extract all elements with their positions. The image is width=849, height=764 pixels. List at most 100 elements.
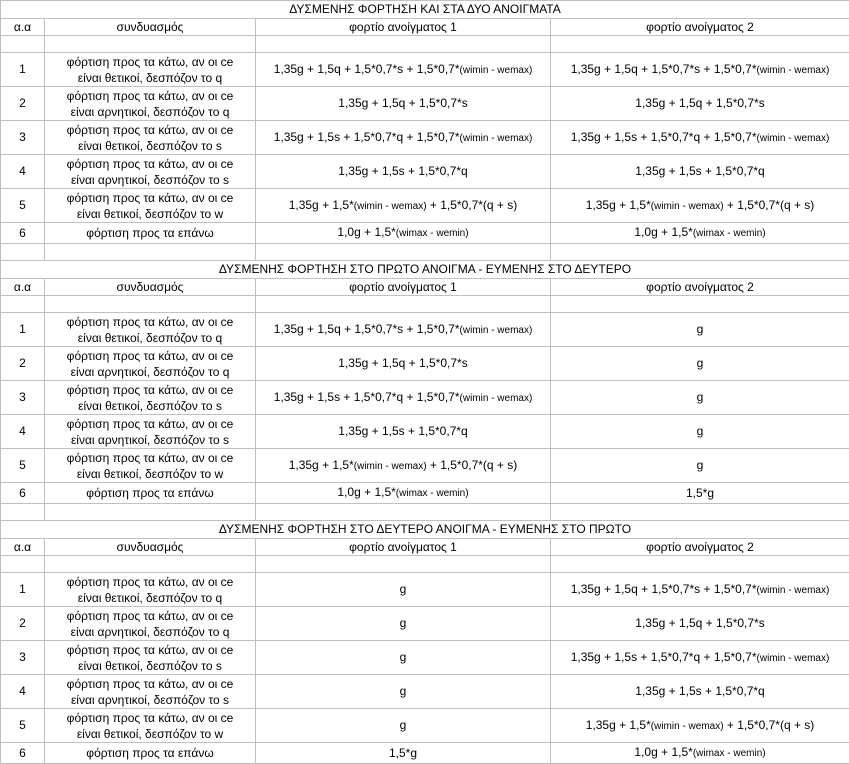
empty-cell[interactable] xyxy=(1,244,45,261)
combination-cell[interactable]: φόρτιση προς τα κάτω, αν οι ce είναι θετ… xyxy=(45,573,256,607)
section-title-cell[interactable]: ΔΥΣΜΕΝΗΣ ΦΟΡΤΗΣΗ ΣΤΟ ΠΡΩΤΟ ΑΝΟΙΓΜΑ - ΕΥΜ… xyxy=(1,261,849,279)
load-span-2-cell[interactable]: g xyxy=(551,313,849,347)
index-cell[interactable]: 3 xyxy=(1,121,45,155)
combination-cell[interactable]: φόρτιση προς τα κάτω, αν οι ce είναι αρν… xyxy=(45,415,256,449)
load-span-1-cell[interactable]: g xyxy=(256,641,551,675)
index-cell[interactable]: 3 xyxy=(1,641,45,675)
section-title-cell[interactable]: ΔΥΣΜΕΝΗΣ ΦΟΡΤΗΣΗ ΚΑΙ ΣΤΑ ΔΥΟ ΑΝΟΙΓΜΑΤΑ xyxy=(1,1,849,19)
index-cell[interactable]: 1 xyxy=(1,313,45,347)
load-span-2-cell[interactable]: 1,0g + 1,5*(wimax - wemin) xyxy=(551,743,849,764)
empty-cell[interactable] xyxy=(45,244,256,261)
index-cell[interactable]: 6 xyxy=(1,483,45,504)
load-span-1-cell[interactable]: 1,35g + 1,5s + 1,5*0,7*q + 1,5*0,7*(wimi… xyxy=(256,121,551,155)
load-span-2-cell[interactable]: 1,5*g xyxy=(551,483,849,504)
load-span-2-cell[interactable]: 1,0g + 1,5*(wimax - wemin) xyxy=(551,223,849,244)
header-cell[interactable]: φορτίο ανοίγματος 1 xyxy=(256,279,551,296)
empty-cell[interactable] xyxy=(551,504,849,521)
index-cell[interactable]: 2 xyxy=(1,607,45,641)
index-cell[interactable]: 5 xyxy=(1,709,45,743)
load-span-1-cell[interactable]: g xyxy=(256,675,551,709)
load-span-2-cell[interactable]: 1,35g + 1,5s + 1,5*0,7*q + 1,5*0,7*(wimi… xyxy=(551,121,849,155)
header-cell[interactable]: α.α xyxy=(1,19,45,36)
load-span-2-cell[interactable]: 1,35g + 1,5s + 1,5*0,7*q xyxy=(551,155,849,189)
header-cell[interactable]: α.α xyxy=(1,279,45,296)
combination-cell[interactable]: φόρτιση προς τα κάτω, αν οι ce είναι θετ… xyxy=(45,313,256,347)
section-title-cell[interactable]: ΔΥΣΜΕΝΗΣ ΦΟΡΤΗΣΗ ΣΤΟ ΔΕΥΤΕΡΟ ΑΝΟΙΓΜΑ - Ε… xyxy=(1,521,849,539)
index-cell[interactable]: 2 xyxy=(1,347,45,381)
load-span-2-cell[interactable]: 1,35g + 1,5*(wimin - wemax) + 1,5*0,7*(q… xyxy=(551,189,849,223)
header-cell[interactable]: φορτίο ανοίγματος 1 xyxy=(256,539,551,556)
empty-cell[interactable] xyxy=(45,296,256,313)
combination-cell[interactable]: φόρτιση προς τα κάτω, αν οι ce είναι αρν… xyxy=(45,155,256,189)
index-cell[interactable]: 1 xyxy=(1,573,45,607)
load-span-1-cell[interactable]: 1,0g + 1,5*(wimax - wemin) xyxy=(256,223,551,244)
load-span-2-cell[interactable]: 1,35g + 1,5q + 1,5*0,7*s + 1,5*0,7*(wimi… xyxy=(551,573,849,607)
empty-cell[interactable] xyxy=(1,556,45,573)
load-span-1-cell[interactable]: 1,35g + 1,5q + 1,5*0,7*s xyxy=(256,347,551,381)
combination-cell[interactable]: φόρτιση προς τα επάνω xyxy=(45,223,256,244)
load-span-2-cell[interactable]: 1,35g + 1,5s + 1,5*0,7*q xyxy=(551,675,849,709)
load-span-2-cell[interactable]: g xyxy=(551,347,849,381)
index-cell[interactable]: 6 xyxy=(1,223,45,244)
combination-cell[interactable]: φόρτιση προς τα κάτω, αν οι ce είναι αρν… xyxy=(45,347,256,381)
load-span-2-cell[interactable]: 1,35g + 1,5*(wimin - wemax) + 1,5*0,7*(q… xyxy=(551,709,849,743)
empty-cell[interactable] xyxy=(45,36,256,53)
empty-cell[interactable] xyxy=(256,296,551,313)
combination-cell[interactable]: φόρτιση προς τα επάνω xyxy=(45,483,256,504)
load-span-2-cell[interactable]: g xyxy=(551,449,849,483)
header-cell[interactable]: συνδυασμός xyxy=(45,279,256,296)
load-span-1-cell[interactable]: g xyxy=(256,607,551,641)
header-cell[interactable]: φορτίο ανοίγματος 2 xyxy=(551,279,849,296)
combination-cell[interactable]: φόρτιση προς τα κάτω, αν οι ce είναι αρν… xyxy=(45,607,256,641)
combination-cell[interactable]: φόρτιση προς τα κάτω, αν οι ce είναι θετ… xyxy=(45,121,256,155)
index-cell[interactable]: 5 xyxy=(1,449,45,483)
load-span-2-cell[interactable]: g xyxy=(551,415,849,449)
header-cell[interactable]: συνδυασμός xyxy=(45,19,256,36)
load-span-1-cell[interactable]: 1,35g + 1,5*(wimin - wemax) + 1,5*0,7*(q… xyxy=(256,449,551,483)
load-span-1-cell[interactable]: 1,35g + 1,5*(wimin - wemax) + 1,5*0,7*(q… xyxy=(256,189,551,223)
index-cell[interactable]: 5 xyxy=(1,189,45,223)
header-cell[interactable]: α.α xyxy=(1,539,45,556)
combination-cell[interactable]: φόρτιση προς τα κάτω, αν οι ce είναι θετ… xyxy=(45,709,256,743)
index-cell[interactable]: 6 xyxy=(1,743,45,764)
index-cell[interactable]: 4 xyxy=(1,415,45,449)
header-cell[interactable]: φορτίο ανοίγματος 1 xyxy=(256,19,551,36)
load-span-2-cell[interactable]: 1,35g + 1,5q + 1,5*0,7*s xyxy=(551,87,849,121)
empty-cell[interactable] xyxy=(1,36,45,53)
index-cell[interactable]: 4 xyxy=(1,155,45,189)
empty-cell[interactable] xyxy=(551,36,849,53)
load-span-1-cell[interactable]: 1,35g + 1,5s + 1,5*0,7*q xyxy=(256,155,551,189)
index-cell[interactable]: 4 xyxy=(1,675,45,709)
empty-cell[interactable] xyxy=(1,504,45,521)
combination-cell[interactable]: φόρτιση προς τα κάτω, αν οι ce είναι θετ… xyxy=(45,449,256,483)
load-span-2-cell[interactable]: g xyxy=(551,381,849,415)
index-cell[interactable]: 1 xyxy=(1,53,45,87)
load-span-1-cell[interactable]: 1,35g + 1,5s + 1,5*0,7*q xyxy=(256,415,551,449)
empty-cell[interactable] xyxy=(45,556,256,573)
empty-cell[interactable] xyxy=(551,296,849,313)
combination-cell[interactable]: φόρτιση προς τα επάνω xyxy=(45,743,256,764)
combination-cell[interactable]: φόρτιση προς τα κάτω, αν οι ce είναι θετ… xyxy=(45,641,256,675)
empty-cell[interactable] xyxy=(551,244,849,261)
empty-cell[interactable] xyxy=(45,504,256,521)
empty-cell[interactable] xyxy=(1,296,45,313)
load-span-2-cell[interactable]: 1,35g + 1,5q + 1,5*0,7*s + 1,5*0,7*(wimi… xyxy=(551,53,849,87)
header-cell[interactable]: φορτίο ανοίγματος 2 xyxy=(551,539,849,556)
empty-cell[interactable] xyxy=(256,504,551,521)
header-cell[interactable]: συνδυασμός xyxy=(45,539,256,556)
index-cell[interactable]: 3 xyxy=(1,381,45,415)
combination-cell[interactable]: φόρτιση προς τα κάτω, αν οι ce είναι θετ… xyxy=(45,53,256,87)
load-span-1-cell[interactable]: g xyxy=(256,573,551,607)
load-span-1-cell[interactable]: 1,5*g xyxy=(256,743,551,764)
load-span-1-cell[interactable]: 1,35g + 1,5q + 1,5*0,7*s + 1,5*0,7*(wimi… xyxy=(256,53,551,87)
load-span-1-cell[interactable]: 1,35g + 1,5s + 1,5*0,7*q + 1,5*0,7*(wimi… xyxy=(256,381,551,415)
load-span-1-cell[interactable]: 1,0g + 1,5*(wimax - wemin) xyxy=(256,483,551,504)
combination-cell[interactable]: φόρτιση προς τα κάτω, αν οι ce είναι αρν… xyxy=(45,87,256,121)
empty-cell[interactable] xyxy=(256,244,551,261)
combination-cell[interactable]: φόρτιση προς τα κάτω, αν οι ce είναι θετ… xyxy=(45,381,256,415)
empty-cell[interactable] xyxy=(551,556,849,573)
load-span-2-cell[interactable]: 1,35g + 1,5s + 1,5*0,7*q + 1,5*0,7*(wimi… xyxy=(551,641,849,675)
header-cell[interactable]: φορτίο ανοίγματος 2 xyxy=(551,19,849,36)
combination-cell[interactable]: φόρτιση προς τα κάτω, αν οι ce είναι αρν… xyxy=(45,675,256,709)
load-span-1-cell[interactable]: 1,35g + 1,5q + 1,5*0,7*s xyxy=(256,87,551,121)
